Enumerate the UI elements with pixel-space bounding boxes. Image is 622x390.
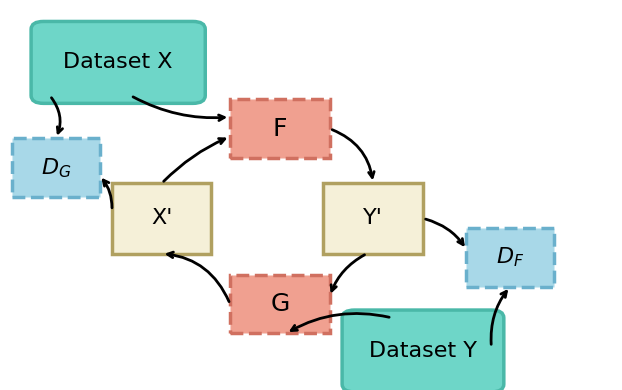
Text: Dataset X: Dataset X xyxy=(63,52,173,73)
FancyBboxPatch shape xyxy=(31,21,205,103)
Text: $D_G$: $D_G$ xyxy=(41,156,71,179)
Text: $D_F$: $D_F$ xyxy=(496,246,524,269)
FancyBboxPatch shape xyxy=(466,228,554,287)
FancyBboxPatch shape xyxy=(342,310,504,390)
Text: G: G xyxy=(271,292,289,316)
Text: F: F xyxy=(272,117,287,141)
Text: Y': Y' xyxy=(363,208,383,229)
FancyBboxPatch shape xyxy=(12,138,100,197)
Text: Dataset Y: Dataset Y xyxy=(369,341,477,361)
FancyBboxPatch shape xyxy=(230,275,330,333)
FancyBboxPatch shape xyxy=(112,183,211,254)
Text: X': X' xyxy=(151,208,172,229)
FancyBboxPatch shape xyxy=(230,99,330,158)
FancyBboxPatch shape xyxy=(323,183,423,254)
